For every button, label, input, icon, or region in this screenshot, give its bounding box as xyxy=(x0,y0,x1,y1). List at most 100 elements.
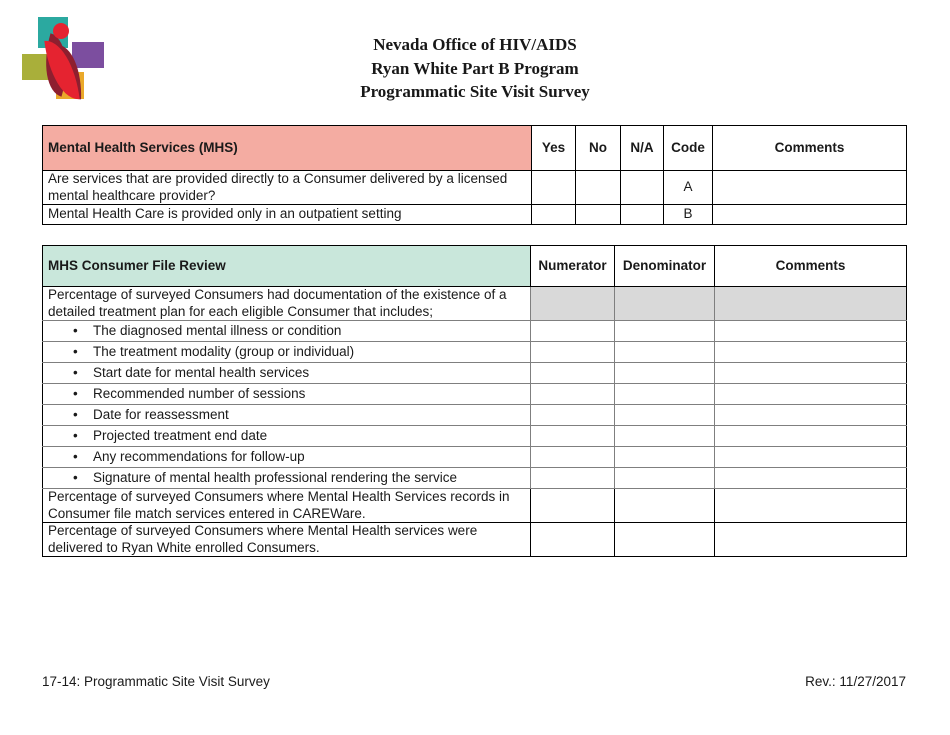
bullet-text: Start date for mental health services xyxy=(93,364,310,380)
bullet-row: • The treatment modality (group or indivi… xyxy=(42,341,907,363)
mhs-question-row: Are services that are provided directly … xyxy=(42,170,907,205)
bullet-icon: • xyxy=(73,322,78,338)
col-header-denominator: Denominator xyxy=(614,245,715,287)
question-cell: Are services that are provided directly … xyxy=(42,170,532,205)
comments-cell-shaded xyxy=(714,286,907,321)
col-header-comments: Comments xyxy=(712,125,907,171)
col-header-numerator: Numerator xyxy=(530,245,615,287)
bullet-item-cell: • The treatment modality (group or indivi… xyxy=(42,341,531,363)
denominator-cell xyxy=(614,320,715,342)
comments-cell xyxy=(714,404,907,426)
question-cell: Percentage of surveyed Consumers where M… xyxy=(42,522,531,557)
bullet-text: The treatment modality (group or individ… xyxy=(93,343,355,359)
comments-cell xyxy=(714,446,907,468)
mhs-services-table: Mental Health Services (MHS) Yes No N/A … xyxy=(42,125,907,225)
comments-cell xyxy=(714,341,907,363)
bullet-icon: • xyxy=(73,427,78,443)
title-line-1: Nevada Office of HIV/AIDS xyxy=(373,35,577,54)
denominator-cell xyxy=(614,488,715,523)
bullet-icon: • xyxy=(73,343,78,359)
denominator-cell xyxy=(614,383,715,405)
denominator-cell xyxy=(614,522,715,557)
numerator-cell xyxy=(530,522,615,557)
bullet-text: The diagnosed mental illness or conditio… xyxy=(93,322,342,338)
footer-document-id: 17-14: Programmatic Site Visit Survey xyxy=(42,674,270,689)
bullet-row: • Start date for mental health services xyxy=(42,362,907,384)
document-title: Nevada Office of HIV/AIDS Ryan White Par… xyxy=(0,33,950,104)
footer-revision-date: Rev.: 11/27/2017 xyxy=(805,674,906,689)
denominator-cell xyxy=(614,425,715,447)
review-summary-row: Percentage of surveyed Consumers where M… xyxy=(42,522,907,557)
logo-purple-square-icon xyxy=(72,42,104,68)
bullet-row: • Any recommendations for follow-up xyxy=(42,446,907,468)
col-header-code: Code xyxy=(663,125,713,171)
na-cell xyxy=(620,170,664,205)
comments-cell xyxy=(712,204,907,225)
yes-cell xyxy=(531,204,576,225)
yes-cell xyxy=(531,170,576,205)
mhs-question-row: Mental Health Care is provided only in a… xyxy=(42,204,907,225)
numerator-cell xyxy=(530,341,615,363)
col-header-no: No xyxy=(575,125,621,171)
no-cell xyxy=(575,170,621,205)
comments-cell xyxy=(714,522,907,557)
bullet-row: • Date for reassessment xyxy=(42,404,907,426)
col-header-yes: Yes xyxy=(531,125,576,171)
numerator-cell-shaded xyxy=(530,286,615,321)
bullet-icon: • xyxy=(73,406,78,422)
denominator-cell-shaded xyxy=(614,286,715,321)
numerator-cell xyxy=(530,446,615,468)
bullet-item-cell: • Any recommendations for follow-up xyxy=(42,446,531,468)
title-line-2: Ryan White Part B Program xyxy=(371,58,579,78)
review-intro-row: Percentage of surveyed Consumers had doc… xyxy=(42,286,907,321)
bullet-text: Projected treatment end date xyxy=(93,427,268,443)
col-header-comments: Comments xyxy=(714,245,907,287)
bullet-row: • Projected treatment end date xyxy=(42,425,907,447)
question-cell: Percentage of surveyed Consumers had doc… xyxy=(42,286,531,321)
comments-cell xyxy=(714,425,907,447)
review-table-title: MHS Consumer File Review xyxy=(42,245,531,287)
bullet-item-cell: • Start date for mental health services xyxy=(42,362,531,384)
question-cell: Mental Health Care is provided only in a… xyxy=(42,204,532,225)
bullet-icon: • xyxy=(73,448,78,464)
bullet-row: • Recommended number of sessions xyxy=(42,383,907,405)
review-summary-row: Percentage of surveyed Consumers where M… xyxy=(42,488,907,523)
numerator-cell xyxy=(530,383,615,405)
na-cell xyxy=(620,204,664,225)
numerator-cell xyxy=(530,404,615,426)
bullet-text: Signature of mental health professional … xyxy=(93,469,457,485)
mhs-header-row: Mental Health Services (MHS) Yes No N/A … xyxy=(42,125,907,171)
bullet-text: Date for reassessment xyxy=(93,406,229,422)
numerator-cell xyxy=(530,362,615,384)
bullet-item-cell: • Projected treatment end date xyxy=(42,425,531,447)
denominator-cell xyxy=(614,404,715,426)
numerator-cell xyxy=(530,467,615,489)
comments-cell xyxy=(714,383,907,405)
bullet-item-cell: • Date for reassessment xyxy=(42,404,531,426)
denominator-cell xyxy=(614,446,715,468)
logo-person-head-icon xyxy=(53,23,69,39)
nevada-dhhs-logo xyxy=(20,13,115,108)
comments-cell xyxy=(714,488,907,523)
numerator-cell xyxy=(530,320,615,342)
title-line-3: Programmatic Site Visit Survey xyxy=(360,82,590,101)
bullet-icon: • xyxy=(73,469,78,485)
mhs-table-title: Mental Health Services (MHS) xyxy=(42,125,532,171)
bullet-icon: • xyxy=(73,385,78,401)
comments-cell xyxy=(712,170,907,205)
numerator-cell xyxy=(530,425,615,447)
no-cell xyxy=(575,204,621,225)
comments-cell xyxy=(714,320,907,342)
numerator-cell xyxy=(530,488,615,523)
page-footer: 17-14: Programmatic Site Visit Survey Re… xyxy=(42,674,906,689)
comments-cell xyxy=(714,467,907,489)
bullet-row: • The diagnosed mental illness or conditi… xyxy=(42,320,907,342)
bullet-text: Recommended number of sessions xyxy=(93,385,306,401)
denominator-cell xyxy=(614,362,715,384)
bullet-item-cell: • Signature of mental health professional… xyxy=(42,467,531,489)
code-cell: A xyxy=(663,170,713,205)
bullet-item-cell: • The diagnosed mental illness or conditi… xyxy=(42,320,531,342)
comments-cell xyxy=(714,362,907,384)
code-cell: B xyxy=(663,204,713,225)
